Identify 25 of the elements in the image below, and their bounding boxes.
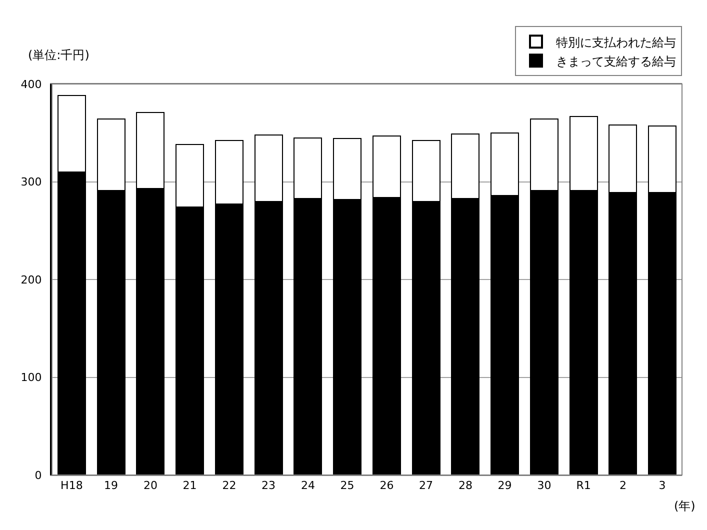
x-tick-label: 30 xyxy=(537,479,552,492)
x-tick-label: H18 xyxy=(60,479,83,492)
y-tick-label: 0 xyxy=(34,468,42,482)
x-tick-label: 27 xyxy=(419,479,434,492)
y-tick-label: 300 xyxy=(20,176,42,189)
x-tick-label: 19 xyxy=(104,479,118,492)
x-tick-label: 25 xyxy=(340,479,354,492)
x-tick-label: 2 xyxy=(619,479,626,492)
y-tick-label: 200 xyxy=(20,273,42,286)
x-tick-label: 23 xyxy=(262,479,276,492)
x-tick-label: 28 xyxy=(458,479,472,492)
x-tick-label: 26 xyxy=(380,479,394,492)
x-tick-label: 29 xyxy=(498,479,512,492)
x-tick-label: 24 xyxy=(300,479,315,492)
legend-label: きまって支給する給与 xyxy=(556,54,676,68)
x-tick-label: R1 xyxy=(576,479,591,492)
y-tick-label: 100 xyxy=(20,371,42,384)
x-tick-label: 22 xyxy=(222,479,236,492)
legend-label: 特別に支払われた給与 xyxy=(556,35,676,50)
y-tick-label: 400 xyxy=(20,78,42,91)
y-axis-title: (単位:千円) xyxy=(28,48,90,62)
x-tick-label: 20 xyxy=(143,479,158,492)
x-axis-title: (年) xyxy=(674,499,696,513)
x-tick-label: 3 xyxy=(658,479,666,492)
x-tick-label: 21 xyxy=(182,479,197,492)
